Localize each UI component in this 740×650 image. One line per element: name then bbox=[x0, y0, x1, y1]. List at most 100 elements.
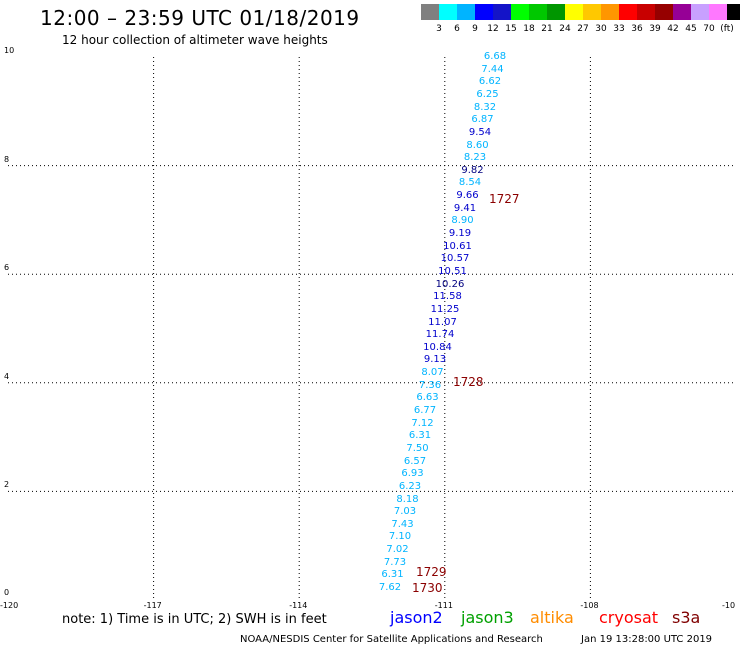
scale-swatch bbox=[601, 4, 619, 20]
scale-label: 33 bbox=[613, 24, 625, 34]
x-tick-label: -108 bbox=[580, 601, 599, 610]
satellite-s3a: s3a bbox=[672, 608, 701, 627]
pass-time-label: 1727 bbox=[489, 192, 520, 206]
wave-height-label: 7.62 bbox=[378, 582, 402, 593]
wave-height-label: 9.19 bbox=[448, 228, 472, 239]
wave-height-label: 7.43 bbox=[391, 518, 414, 530]
wave-height-label: 9.41 bbox=[453, 202, 477, 214]
wave-height-label: 9.66 bbox=[456, 190, 479, 202]
scale-label: 9 bbox=[472, 24, 478, 34]
wave-height-label: 8.54 bbox=[458, 177, 482, 189]
scale-label: 45 bbox=[685, 24, 697, 34]
wave-height-label: 7.03 bbox=[393, 506, 417, 518]
wave-height-label: 9.82 bbox=[461, 164, 484, 176]
scale-swatch bbox=[709, 4, 727, 20]
wave-height-label: 8.90 bbox=[451, 215, 474, 227]
wave-height-label: 11.58 bbox=[433, 291, 462, 303]
scale-swatch bbox=[529, 4, 547, 20]
y-tick-label: 8 bbox=[4, 154, 10, 164]
x-tick-label: -117 bbox=[143, 601, 162, 610]
wave-height-label: 6.57 bbox=[403, 455, 427, 467]
wave-height-label: 6.23 bbox=[398, 480, 422, 492]
wave-height-label: 8.18 bbox=[396, 493, 419, 505]
scale-label: 30 bbox=[595, 24, 607, 34]
scale-swatch bbox=[619, 4, 637, 20]
wave-height-label: 9.54 bbox=[468, 126, 492, 138]
wave-height-label: 6.77 bbox=[413, 405, 437, 416]
scale-swatch bbox=[439, 4, 457, 20]
satellite-cryosat: cryosat bbox=[599, 608, 659, 627]
scale-swatch bbox=[673, 4, 691, 20]
generation-timestamp: Jan 19 13:28:00 UTC 2019 bbox=[581, 634, 713, 645]
scale-label: 39 bbox=[649, 24, 661, 34]
wave-height-label: 6.93 bbox=[401, 468, 424, 480]
wave-height-label: 8.23 bbox=[463, 152, 487, 164]
scale-label: 70 bbox=[703, 24, 715, 34]
x-tick-label: -111 bbox=[434, 601, 453, 610]
scale-swatch bbox=[691, 4, 709, 20]
pass-time-label: 1730 bbox=[412, 581, 443, 595]
scale-swatch bbox=[547, 4, 565, 20]
x-tick-label: -120 bbox=[0, 601, 19, 610]
scale-label: 18 bbox=[523, 24, 535, 34]
scale-swatch bbox=[565, 4, 583, 20]
y-tick-label: 10 bbox=[4, 46, 15, 55]
scale-swatch bbox=[637, 4, 655, 20]
x-tick-label: -10 bbox=[722, 601, 736, 610]
wave-height-label: 6.68 bbox=[483, 51, 507, 62]
scale-swatch bbox=[727, 4, 740, 20]
scale-swatch bbox=[457, 4, 475, 20]
wave-height-label: 11.07 bbox=[428, 316, 457, 328]
scale-label: 3 bbox=[436, 24, 442, 34]
scale-swatch bbox=[655, 4, 673, 20]
scale-label: 12 bbox=[487, 24, 499, 34]
wave-height-label: 6.25 bbox=[476, 88, 499, 100]
wave-height-label: 8.07 bbox=[421, 367, 444, 379]
pass-time-label: 1729 bbox=[416, 565, 447, 579]
y-tick-label: 6 bbox=[4, 263, 10, 273]
wave-height-label: 7.10 bbox=[388, 531, 412, 543]
scale-label: 36 bbox=[631, 24, 643, 34]
wave-height-label: 7.12 bbox=[411, 417, 434, 429]
satellite-altika: altika bbox=[530, 608, 574, 627]
wave-height-label: 8.32 bbox=[473, 101, 497, 113]
y-tick-label: 4 bbox=[4, 371, 10, 381]
grid-lines bbox=[8, 57, 736, 600]
map-plot-area: -120 -117 -114 -111 -108 -10 0 2 4 6 8 10 bbox=[0, 46, 736, 610]
wave-height-label: 11.25 bbox=[430, 303, 460, 315]
wave-height-label: 6.63 bbox=[416, 392, 439, 404]
scale-swatch bbox=[511, 4, 529, 20]
y-tick-label: 0 bbox=[4, 588, 10, 597]
scale-label: 27 bbox=[577, 24, 589, 34]
wave-height-label: 6.31 bbox=[381, 569, 404, 581]
footnote: note: 1) Time is in UTC; 2) SWH is in fe… bbox=[62, 612, 327, 627]
scale-label: 21 bbox=[541, 24, 553, 34]
wave-height-label: 7.50 bbox=[406, 442, 429, 454]
wave-height-label: 6.31 bbox=[408, 430, 432, 442]
scale-swatch bbox=[493, 4, 511, 20]
scale-swatch bbox=[421, 4, 439, 20]
wave-height-label: 7.36 bbox=[418, 379, 442, 391]
map-subtitle: 12 hour collection of altimeter wave hei… bbox=[62, 33, 328, 47]
satellite-jason2: jason2 bbox=[390, 608, 443, 627]
wave-height-label: 7.44 bbox=[481, 63, 504, 75]
wave-height-label: 8.60 bbox=[466, 139, 489, 151]
wave-height-label: 10.51 bbox=[438, 265, 467, 277]
wave-height-label: 11.74 bbox=[425, 329, 455, 341]
wave-height-label: 10.57 bbox=[440, 253, 470, 265]
scale-label: (ft) bbox=[720, 24, 734, 34]
scale-label: 42 bbox=[667, 24, 679, 34]
wave-height-label: 6.87 bbox=[471, 114, 494, 126]
wave-height-label: 9.13 bbox=[423, 354, 447, 366]
wave-height-label: 7.73 bbox=[383, 556, 407, 568]
map-title: 12:00 – 23:59 UTC 01/18/2019 bbox=[40, 6, 360, 30]
scale-label: 6 bbox=[454, 24, 460, 34]
scale-swatch bbox=[583, 4, 601, 20]
credit-line: NOAA/NESDIS Center for Satellite Applica… bbox=[240, 634, 543, 645]
satellite-jason3: jason3 bbox=[461, 608, 514, 627]
scale-swatch bbox=[475, 4, 493, 20]
wave-height-label: 6.62 bbox=[478, 76, 502, 88]
y-tick-label: 2 bbox=[4, 480, 10, 490]
wave-height-label: 10.61 bbox=[443, 240, 472, 252]
